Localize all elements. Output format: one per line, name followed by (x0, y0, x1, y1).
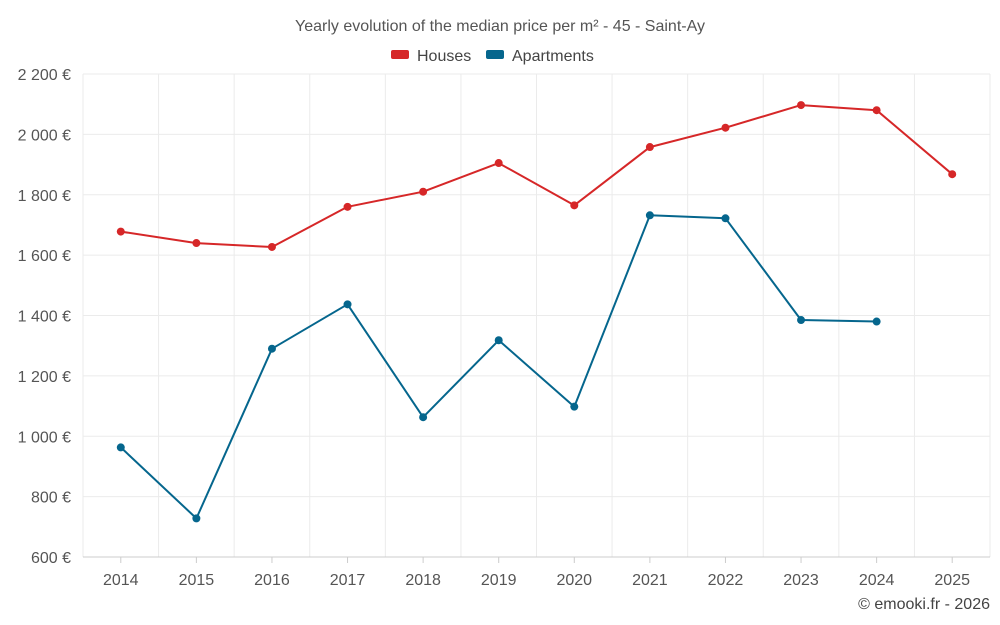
data-point-apartments[interactable] (721, 214, 730, 223)
x-tick-label: 2016 (254, 572, 290, 589)
data-point-apartments[interactable] (872, 317, 881, 326)
data-point-houses[interactable] (570, 201, 579, 210)
legend-item-houses[interactable]: Houses (391, 48, 471, 65)
y-tick-label: 800 € (31, 490, 71, 507)
data-point-houses[interactable] (419, 187, 428, 196)
y-tick-label: 1 000 € (18, 429, 71, 446)
data-point-apartments[interactable] (192, 514, 201, 523)
data-point-apartments[interactable] (645, 211, 654, 220)
series-apartments (116, 211, 881, 523)
x-tick-label: 2023 (783, 572, 819, 589)
x-tick-label: 2020 (556, 572, 592, 589)
series-line-houses (120, 104, 953, 248)
y-tick-label: 1 800 € (18, 188, 71, 205)
grid (82, 73, 991, 557)
legend-item-apartments[interactable]: Apartments (486, 48, 594, 65)
data-point-apartments[interactable] (494, 336, 503, 345)
legend-swatch-apartments (486, 50, 504, 59)
data-point-apartments[interactable] (419, 413, 428, 422)
data-point-houses[interactable] (192, 239, 201, 248)
y-axis: 600 € 800 € 1 000 € 1 200 € 1 400 € 1 600 € 1 … (18, 67, 71, 567)
series-houses (116, 101, 957, 251)
legend: Houses Apartments (391, 48, 594, 65)
legend-label-apartments: Apartments (512, 48, 594, 65)
data-point-apartments[interactable] (570, 402, 579, 411)
credit-text: © emooki.fr - 2026 (858, 596, 990, 613)
data-point-houses[interactable] (721, 123, 730, 132)
data-point-apartments[interactable] (267, 344, 276, 353)
y-tick-label: 1 600 € (18, 248, 71, 265)
x-tick-label: 2018 (405, 572, 441, 589)
x-tick-label: 2021 (632, 572, 668, 589)
y-tick-label: 1 400 € (18, 309, 71, 326)
y-tick-label: 2 200 € (18, 67, 71, 84)
data-point-apartments[interactable] (343, 300, 352, 309)
data-point-houses[interactable] (797, 101, 806, 110)
y-tick-label: 600 € (31, 550, 71, 567)
data-point-apartments[interactable] (116, 443, 125, 452)
x-tick-label: 2015 (179, 572, 215, 589)
x-tick-label: 2022 (708, 572, 744, 589)
y-tick-label: 1 200 € (18, 369, 71, 386)
legend-swatch-houses (391, 50, 409, 59)
data-point-houses[interactable] (267, 242, 276, 251)
data-point-houses[interactable] (494, 159, 503, 168)
x-tick-label: 2014 (103, 572, 139, 589)
y-tick-label: 2 000 € (18, 127, 71, 144)
chart-title: Yearly evolution of the median price per… (295, 18, 705, 35)
data-point-houses[interactable] (872, 106, 881, 115)
legend-label-houses: Houses (417, 48, 471, 65)
data-point-houses[interactable] (645, 143, 654, 152)
x-tick-label: 2019 (481, 572, 517, 589)
x-tick-label: 2025 (934, 572, 970, 589)
x-tick-label: 2024 (859, 572, 895, 589)
data-point-houses[interactable] (343, 202, 352, 211)
data-point-apartments[interactable] (797, 316, 806, 325)
series-layer (116, 101, 957, 523)
x-tick-label: 2017 (330, 572, 366, 589)
x-axis: 2014 2015 2016 2017 2018 2019 2020 2021 2022 2023… (83, 556, 990, 589)
data-point-houses[interactable] (116, 227, 125, 236)
data-point-houses[interactable] (948, 170, 957, 179)
